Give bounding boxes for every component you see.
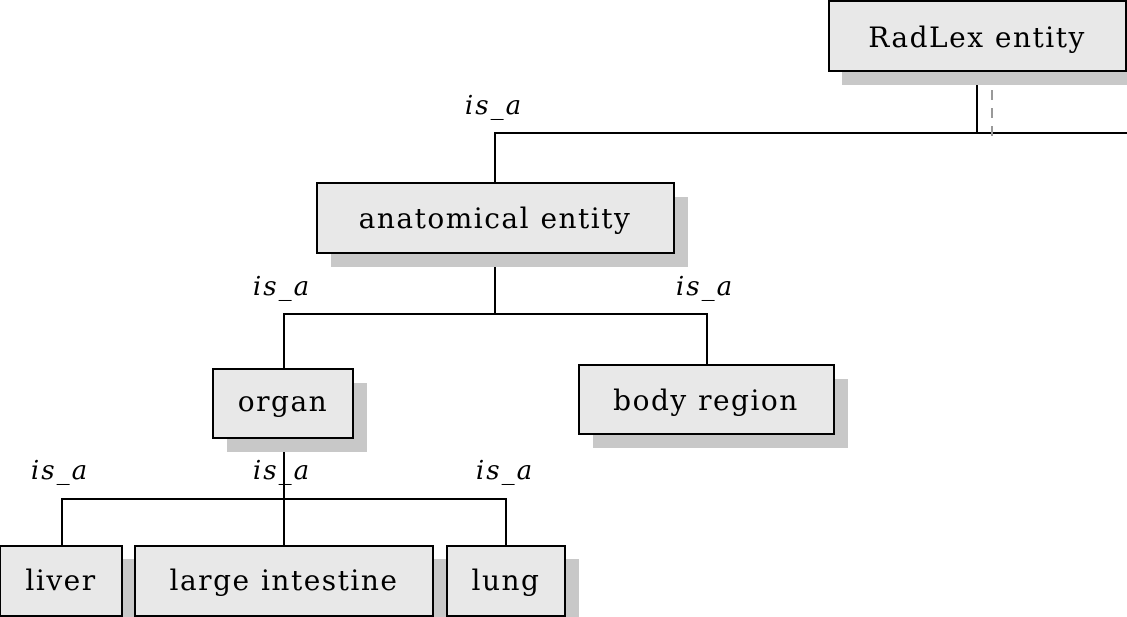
node-label: liver xyxy=(25,564,96,597)
node-radlex-entity: RadLex entity xyxy=(828,0,1127,85)
edge-children-to-organ xyxy=(61,439,507,546)
relation-label: is_a xyxy=(476,456,534,486)
relation-labels: is_a is_a is_a is_a is_a is_a xyxy=(31,91,734,486)
node-large-intestine: large intestine xyxy=(134,545,447,617)
node-label: lung xyxy=(472,564,541,597)
node-lung: lung xyxy=(446,545,579,617)
node-label: large intestine xyxy=(170,564,399,597)
node-organ: organ xyxy=(212,368,367,452)
relation-label: is_a xyxy=(31,456,89,486)
relation-label: is_a xyxy=(676,272,734,302)
node-label: organ xyxy=(238,385,328,418)
node-anatomical-entity: anatomical entity xyxy=(316,182,688,267)
node-label: body region xyxy=(613,384,799,417)
edge-organ-bodyregion-to-anatomical xyxy=(283,255,708,369)
relation-label: is_a xyxy=(253,456,311,486)
relation-label: is_a xyxy=(465,91,523,121)
node-liver: liver xyxy=(0,545,135,617)
node-body-region: body region xyxy=(578,364,848,448)
edges xyxy=(61,71,1127,546)
relation-label: is_a xyxy=(253,272,311,302)
node-label: anatomical entity xyxy=(359,202,632,235)
edge-anatomical-to-radlex xyxy=(494,73,1127,183)
node-label: RadLex entity xyxy=(868,21,1086,54)
